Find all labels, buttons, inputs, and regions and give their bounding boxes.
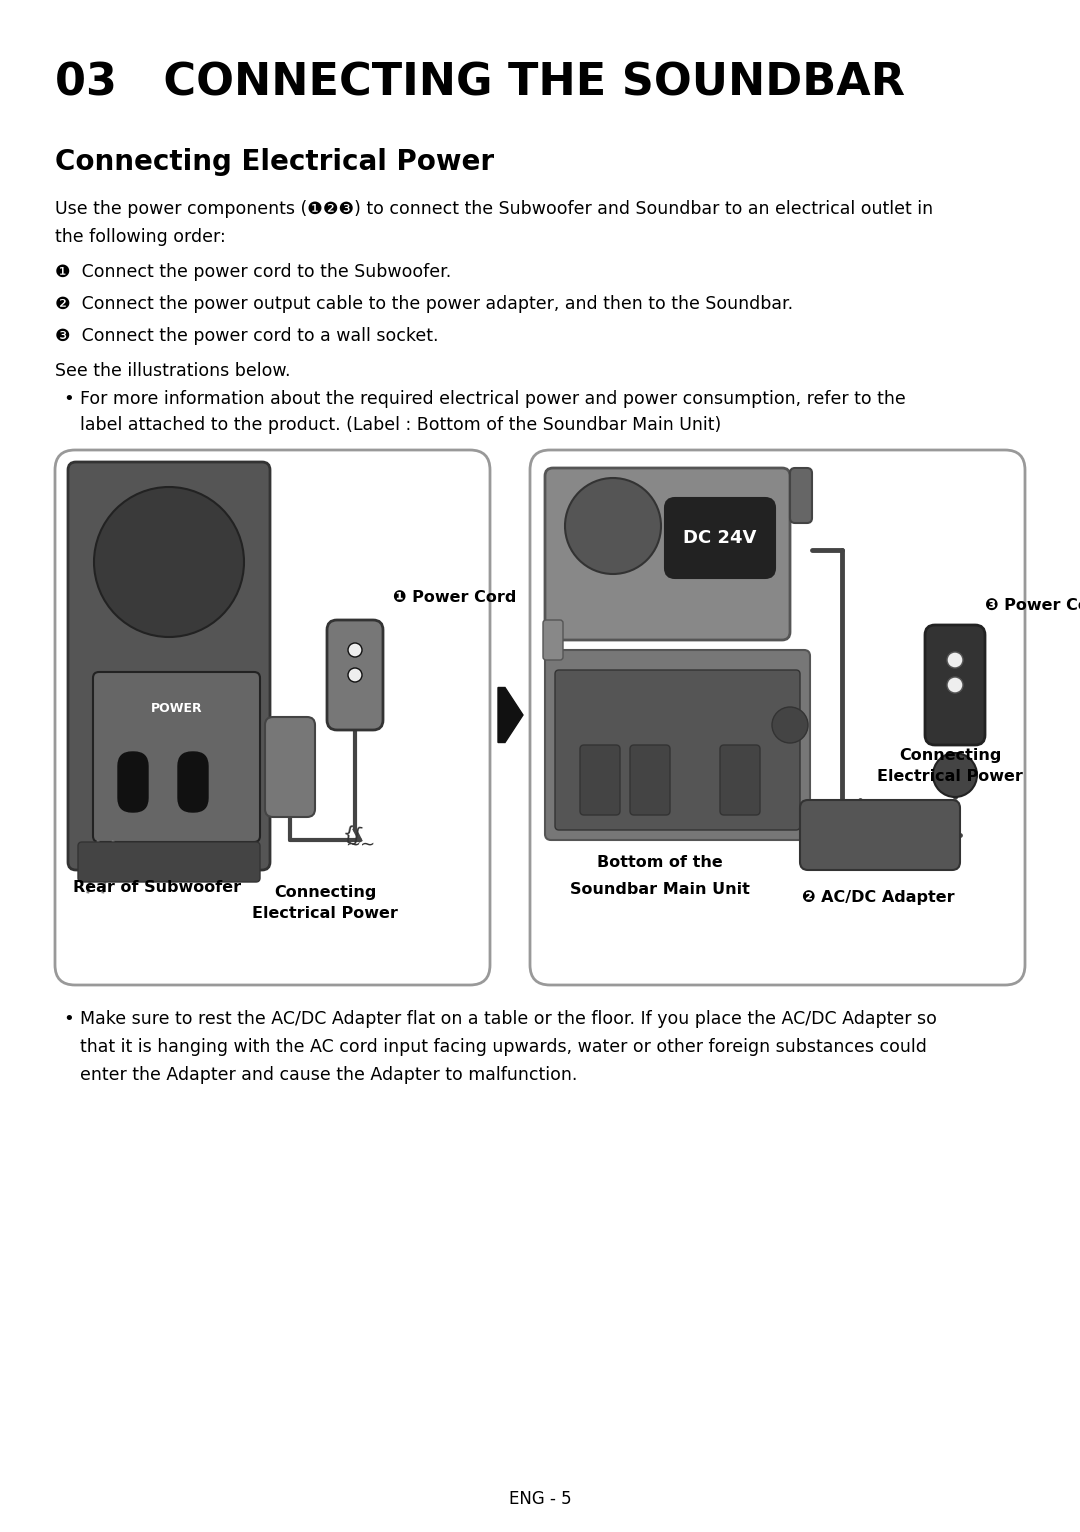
FancyBboxPatch shape <box>555 669 800 830</box>
Circle shape <box>348 668 362 682</box>
Circle shape <box>933 754 977 797</box>
Circle shape <box>600 515 625 538</box>
FancyBboxPatch shape <box>924 625 985 745</box>
Text: 03   CONNECTING THE SOUNDBAR: 03 CONNECTING THE SOUNDBAR <box>55 61 905 106</box>
FancyBboxPatch shape <box>789 467 812 522</box>
Text: ❷  Connect the power output cable to the power adapter, and then to the Soundbar: ❷ Connect the power output cable to the … <box>55 296 793 313</box>
Text: ❸  Connect the power cord to a wall socket.: ❸ Connect the power cord to a wall socke… <box>55 326 438 345</box>
Circle shape <box>94 487 244 637</box>
Text: •: • <box>63 1010 73 1028</box>
Text: Use the power components (❶❷❸) to connect the Subwoofer and Soundbar to an elect: Use the power components (❶❷❸) to connec… <box>55 201 933 218</box>
FancyBboxPatch shape <box>55 450 490 985</box>
Text: ❸ Power Cord: ❸ Power Cord <box>985 597 1080 613</box>
FancyBboxPatch shape <box>580 745 620 815</box>
Text: Connecting
Electrical Power: Connecting Electrical Power <box>877 748 1023 784</box>
Circle shape <box>119 512 219 611</box>
Text: that it is hanging with the AC cord input facing upwards, water or other foreign: that it is hanging with the AC cord inpu… <box>80 1039 927 1056</box>
Text: •: • <box>63 391 73 408</box>
Text: ❶ Power Cord: ❶ Power Cord <box>393 590 516 605</box>
Circle shape <box>772 706 808 743</box>
Text: For more information about the required electrical power and power consumption, : For more information about the required … <box>80 391 906 408</box>
Text: Soundbar Main Unit: Soundbar Main Unit <box>570 882 750 898</box>
Text: Rear of Subwoofer: Rear of Subwoofer <box>73 879 241 895</box>
Text: Connecting Electrical Power: Connecting Electrical Power <box>55 149 495 176</box>
Text: ∼∼: ∼∼ <box>345 836 375 853</box>
FancyArrow shape <box>498 688 523 743</box>
Text: ENG - 5: ENG - 5 <box>509 1491 571 1507</box>
FancyBboxPatch shape <box>720 745 760 815</box>
FancyBboxPatch shape <box>545 467 789 640</box>
Circle shape <box>581 493 645 558</box>
Circle shape <box>159 552 179 571</box>
Text: label attached to the product. (Label : Bottom of the Soundbar Main Unit): label attached to the product. (Label : … <box>80 417 721 434</box>
Text: the following order:: the following order: <box>55 228 226 247</box>
FancyBboxPatch shape <box>327 620 383 731</box>
FancyBboxPatch shape <box>800 800 960 870</box>
Text: ❶  Connect the power cord to the Subwoofer.: ❶ Connect the power cord to the Subwoofe… <box>55 264 451 280</box>
FancyBboxPatch shape <box>265 717 315 817</box>
Text: ∼∼: ∼∼ <box>940 778 970 797</box>
FancyBboxPatch shape <box>118 752 148 812</box>
FancyBboxPatch shape <box>178 752 208 812</box>
Circle shape <box>565 478 661 574</box>
FancyBboxPatch shape <box>78 843 260 882</box>
Text: Connecting
Electrical Power: Connecting Electrical Power <box>252 885 397 921</box>
FancyBboxPatch shape <box>68 463 270 870</box>
FancyBboxPatch shape <box>665 498 775 578</box>
FancyBboxPatch shape <box>543 620 563 660</box>
Text: ❷ AC/DC Adapter: ❷ AC/DC Adapter <box>802 890 955 905</box>
FancyBboxPatch shape <box>93 673 260 843</box>
Text: POWER: POWER <box>151 702 202 715</box>
Text: DC 24V: DC 24V <box>684 529 757 547</box>
Text: Bottom of the: Bottom of the <box>597 855 723 870</box>
FancyBboxPatch shape <box>630 745 670 815</box>
Text: See the illustrations below.: See the illustrations below. <box>55 362 291 380</box>
Text: Make sure to rest the AC/DC Adapter flat on a table or the floor. If you place t: Make sure to rest the AC/DC Adapter flat… <box>80 1010 936 1028</box>
Text: enter the Adapter and cause the Adapter to malfunction.: enter the Adapter and cause the Adapter … <box>80 1066 578 1085</box>
FancyBboxPatch shape <box>530 450 1025 985</box>
Circle shape <box>144 538 194 587</box>
Circle shape <box>947 653 963 668</box>
Circle shape <box>348 643 362 657</box>
FancyBboxPatch shape <box>545 650 810 840</box>
Circle shape <box>947 677 963 692</box>
Text: {ʃ: {ʃ <box>341 824 363 846</box>
